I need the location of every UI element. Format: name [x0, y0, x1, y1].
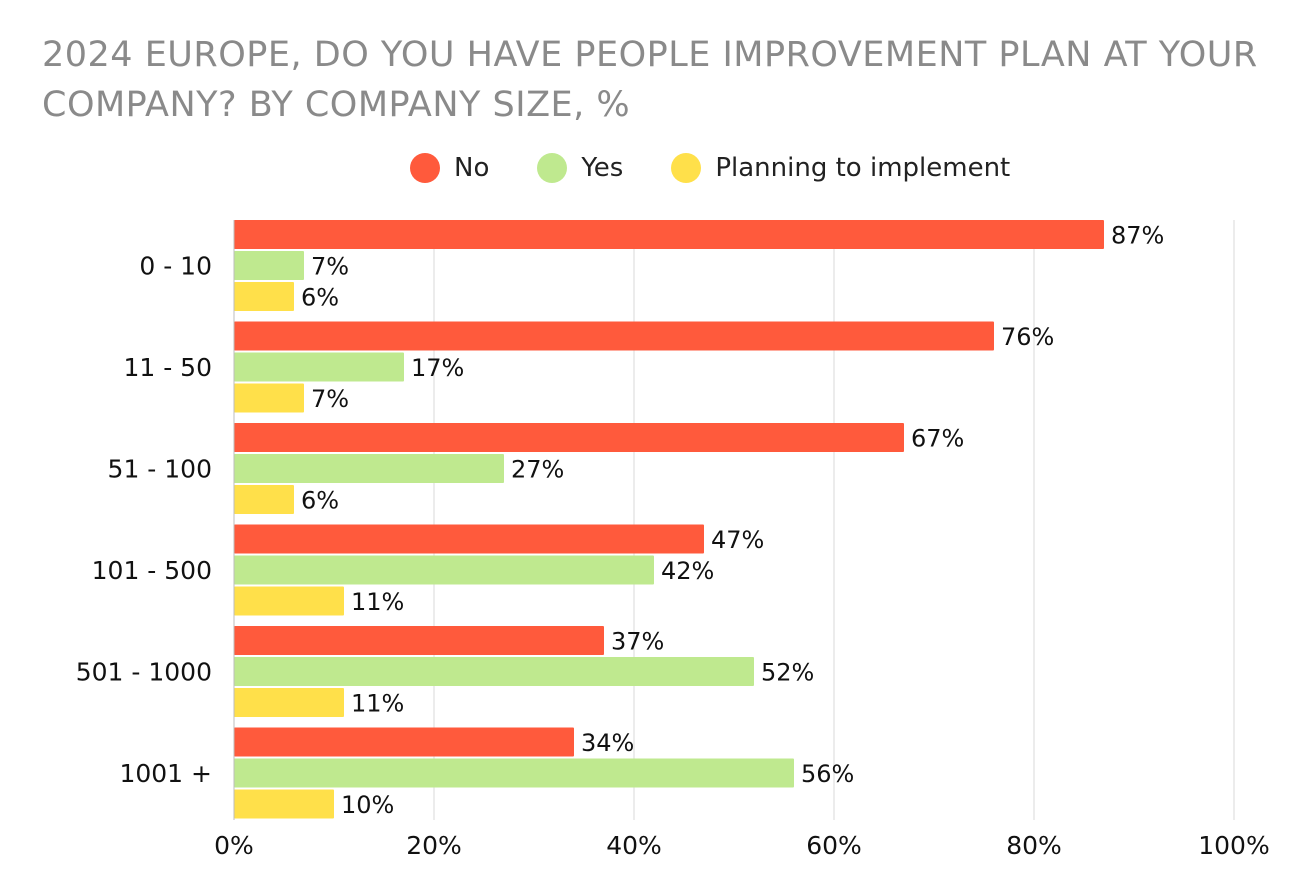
- category-label: 1001 +: [119, 759, 212, 788]
- data-label: 7%: [311, 253, 349, 281]
- data-label: 11%: [351, 588, 404, 616]
- x-tick-label: 60%: [806, 831, 862, 860]
- data-label: 34%: [581, 729, 634, 757]
- bar-planning: [234, 282, 294, 311]
- data-label: 42%: [661, 557, 714, 585]
- bar-planning: [234, 485, 294, 514]
- bar-no: [234, 727, 574, 757]
- bar-planning: [234, 586, 344, 616]
- category-label: 101 - 500: [92, 556, 212, 585]
- data-label: 37%: [611, 628, 664, 656]
- bar-yes: [234, 454, 504, 483]
- data-label: 52%: [761, 659, 814, 687]
- data-label: 56%: [801, 760, 854, 788]
- data-label: 76%: [1001, 323, 1054, 351]
- x-tick-label: 100%: [1198, 831, 1269, 860]
- x-tick-label: 40%: [606, 831, 662, 860]
- legend-item-yes: Yes: [537, 153, 623, 183]
- data-label: 6%: [301, 487, 339, 515]
- data-label: 17%: [411, 354, 464, 382]
- bar-no: [234, 626, 604, 655]
- bar-yes: [234, 758, 794, 788]
- bar-no: [234, 220, 1104, 249]
- bar-yes: [234, 555, 654, 585]
- bar-no: [234, 321, 994, 351]
- legend-label-yes: Yes: [581, 153, 624, 183]
- data-label: 10%: [341, 791, 394, 819]
- chart-legend: No Yes Planning to implement: [410, 150, 1058, 186]
- category-label: 501 - 1000: [76, 658, 212, 687]
- legend-label-planning: Planning to implement: [715, 153, 1011, 183]
- data-label: 7%: [311, 385, 349, 413]
- x-tick-label: 80%: [1006, 831, 1062, 860]
- legend-marker-yes: [537, 153, 568, 183]
- bar-yes: [234, 657, 754, 686]
- data-label: 6%: [301, 284, 339, 312]
- data-label: 11%: [351, 690, 404, 718]
- x-tick-label: 20%: [406, 831, 462, 860]
- legend-item-no: No: [410, 153, 489, 183]
- legend-marker-no: [410, 153, 440, 183]
- data-label: 67%: [911, 425, 964, 453]
- data-label: 87%: [1111, 222, 1164, 250]
- bar-no: [234, 524, 704, 554]
- category-label: 11 - 50: [123, 353, 212, 382]
- legend-item-planning: Planning to implement: [671, 153, 1010, 183]
- legend-marker-planning: [671, 153, 702, 183]
- data-label: 27%: [511, 456, 564, 484]
- bar-yes: [234, 251, 304, 280]
- data-label: 47%: [711, 526, 764, 554]
- bar-yes: [234, 352, 404, 382]
- category-label: 0 - 10: [139, 252, 212, 281]
- bar-no: [234, 423, 904, 452]
- bar-planning: [234, 383, 304, 413]
- legend-label-no: No: [454, 153, 490, 183]
- chart-title: 2024 EUROPE, DO YOU HAVE PEOPLE IMPROVEM…: [42, 35, 1258, 125]
- category-label: 51 - 100: [108, 455, 212, 484]
- x-tick-label: 0%: [214, 831, 254, 860]
- bar-planning: [234, 688, 344, 717]
- bar-planning: [234, 789, 334, 819]
